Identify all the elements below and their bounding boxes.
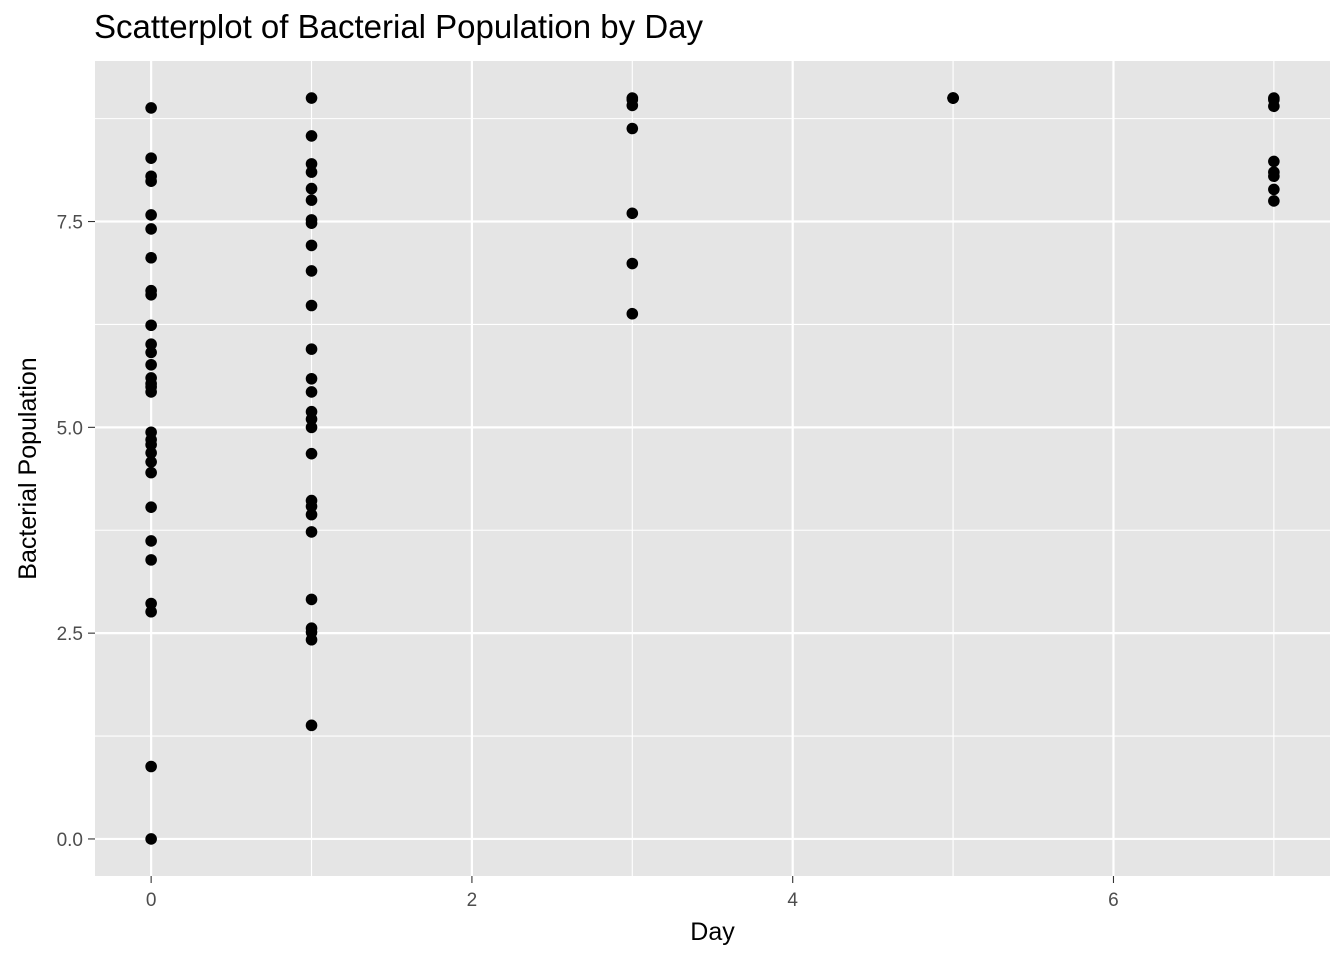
data-point xyxy=(305,447,318,460)
data-point xyxy=(305,166,318,178)
data-point xyxy=(305,526,318,538)
data-point xyxy=(145,554,157,566)
data-point xyxy=(145,319,157,332)
data-point xyxy=(145,358,157,371)
data-point xyxy=(305,719,318,732)
data-point xyxy=(305,217,318,229)
data-point xyxy=(145,605,157,618)
x-tick-label: 0 xyxy=(146,890,157,911)
data-point xyxy=(305,182,318,195)
x-tick-label: 6 xyxy=(1108,890,1119,911)
data-point xyxy=(145,438,157,451)
data-point xyxy=(305,239,318,252)
data-point xyxy=(145,535,157,547)
data-point xyxy=(145,346,157,359)
y-axis-title: Bacterial Population xyxy=(14,357,42,579)
data-point xyxy=(305,633,318,646)
x-axis-title: Day xyxy=(690,918,735,946)
data-point xyxy=(305,158,318,170)
chart-title: Scatterplot of Bacterial Population by D… xyxy=(94,8,704,45)
data-point xyxy=(1268,195,1280,207)
data-point xyxy=(305,343,318,355)
data-point xyxy=(305,500,318,513)
data-point xyxy=(145,833,157,845)
data-point xyxy=(145,223,157,235)
data-point xyxy=(305,92,318,104)
data-point xyxy=(145,597,157,610)
data-point xyxy=(626,207,639,220)
y-tick-label: 0.0 xyxy=(57,830,83,851)
data-point xyxy=(305,421,318,434)
data-point xyxy=(305,372,318,385)
y-tick-label: 5.0 xyxy=(57,418,83,439)
data-point xyxy=(947,92,959,104)
data-point xyxy=(305,386,318,398)
data-point xyxy=(145,338,157,350)
data-point xyxy=(145,760,157,773)
data-point xyxy=(305,265,318,277)
x-tick-label: 4 xyxy=(787,890,798,911)
y-tick-label: 7.5 xyxy=(57,213,83,234)
data-point xyxy=(305,413,318,425)
plot-panel xyxy=(95,61,1330,876)
y-axis-ticks: 0.0 2.5 5.0 7.5 xyxy=(57,213,95,851)
data-point xyxy=(145,251,157,264)
data-point xyxy=(1268,170,1280,183)
data-points xyxy=(145,92,1280,845)
data-point xyxy=(305,508,318,521)
data-point xyxy=(145,102,157,114)
data-point xyxy=(1268,155,1280,168)
data-point xyxy=(145,209,157,221)
data-point xyxy=(145,175,157,187)
data-point xyxy=(145,466,157,479)
x-tick-label: 2 xyxy=(467,890,478,911)
data-point xyxy=(305,130,318,142)
major-gridlines xyxy=(95,61,1330,876)
x-axis-ticks: 0 2 4 6 xyxy=(146,876,1119,911)
data-point xyxy=(626,307,639,320)
data-point xyxy=(145,152,157,164)
data-point xyxy=(145,288,157,301)
data-point xyxy=(626,257,639,270)
data-point xyxy=(145,501,157,513)
data-point xyxy=(626,122,639,135)
data-point xyxy=(145,386,157,398)
data-point xyxy=(145,456,157,468)
data-point xyxy=(1268,183,1280,196)
data-point xyxy=(305,593,318,606)
data-point xyxy=(305,299,318,312)
data-point xyxy=(305,194,318,206)
y-tick-label: 2.5 xyxy=(57,624,83,645)
data-point xyxy=(1268,100,1280,113)
data-point xyxy=(145,447,157,459)
data-point xyxy=(626,99,639,112)
